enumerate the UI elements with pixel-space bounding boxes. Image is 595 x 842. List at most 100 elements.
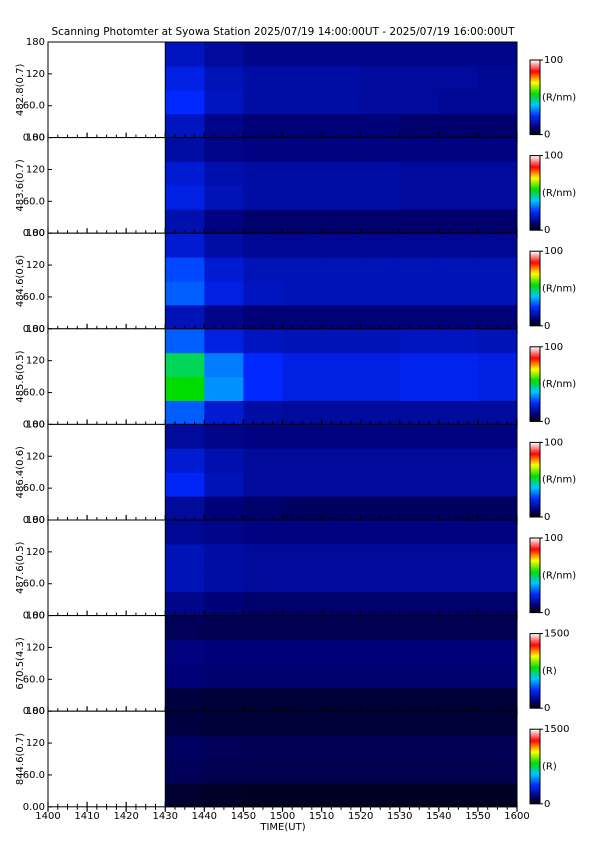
colorbar-segment bbox=[530, 495, 540, 498]
colorbar-segment bbox=[530, 79, 540, 82]
colorbar-tick-label: 0 bbox=[544, 799, 550, 810]
y-tick-label: 180 bbox=[26, 133, 45, 144]
heatmap-cell bbox=[204, 161, 244, 186]
heatmap-cell bbox=[360, 89, 401, 115]
colorbar-segment bbox=[530, 222, 540, 225]
heatmap-cell bbox=[282, 209, 323, 234]
y-tick-label: 60.0 bbox=[23, 770, 45, 781]
colorbar-segment bbox=[530, 62, 540, 65]
heatmap-cell bbox=[438, 89, 479, 115]
heatmap-cell bbox=[438, 591, 479, 617]
heatmap-cell bbox=[438, 185, 479, 210]
x-tick-label: 1430 bbox=[153, 811, 178, 822]
colorbar-segment bbox=[530, 474, 540, 477]
colorbar-segment bbox=[530, 446, 540, 448]
colorbar-segment bbox=[530, 110, 540, 113]
colorbar-segment bbox=[530, 376, 540, 379]
colorbar-segment bbox=[530, 684, 540, 687]
heatmap-cell bbox=[165, 472, 205, 497]
heatmap-cell bbox=[204, 663, 244, 688]
colorbar-segment bbox=[530, 659, 540, 662]
colorbar-segment bbox=[530, 92, 540, 94]
colorbar-segment bbox=[530, 155, 540, 158]
heatmap-cell bbox=[438, 233, 479, 258]
colorbar-segment bbox=[530, 350, 540, 353]
heatmap-cell bbox=[360, 639, 401, 664]
heatmap-cell bbox=[477, 615, 518, 640]
heatmap-cell bbox=[282, 687, 323, 712]
heatmap-cell bbox=[243, 89, 283, 115]
heatmap-cell bbox=[282, 42, 323, 67]
colorbar-segment bbox=[530, 546, 540, 549]
heatmap-cell bbox=[477, 759, 518, 784]
colorbar-segment bbox=[530, 507, 540, 509]
heatmap-cell bbox=[360, 113, 401, 139]
colorbar-segment bbox=[530, 66, 540, 68]
colorbar-segment bbox=[530, 654, 540, 657]
colorbar-segment bbox=[530, 359, 540, 361]
heatmap-cell bbox=[477, 209, 518, 234]
heatmap-cell bbox=[243, 687, 283, 712]
heatmap-cell bbox=[399, 424, 440, 449]
colorbar-segment bbox=[530, 354, 540, 356]
heatmap-cell bbox=[399, 65, 440, 91]
colorbar-segment bbox=[530, 253, 540, 256]
colorbar-segment bbox=[530, 123, 540, 125]
colorbar-segment bbox=[530, 210, 540, 212]
colorbar-segment bbox=[530, 351, 540, 354]
heatmap-cell bbox=[360, 42, 401, 67]
colorbar-segment bbox=[530, 539, 540, 541]
colorbar-tick-label: 100 bbox=[544, 342, 563, 353]
heatmap-cell bbox=[243, 448, 283, 473]
colorbar-tick-label: 0 bbox=[544, 608, 550, 619]
y-tick-label: 60.0 bbox=[23, 579, 45, 590]
heatmap-cell bbox=[321, 376, 362, 401]
colorbar-frame bbox=[529, 155, 541, 231]
colorbar-segment bbox=[530, 160, 540, 163]
heatmap-cell bbox=[399, 352, 440, 378]
colorbar-segment bbox=[530, 540, 540, 543]
colorbar-segment bbox=[530, 192, 540, 195]
colorbar-segment bbox=[530, 227, 540, 230]
colorbar-segment bbox=[530, 89, 540, 92]
heatmap-cell bbox=[321, 113, 362, 139]
colorbar-segment bbox=[530, 584, 540, 586]
heatmap-cell bbox=[477, 42, 518, 67]
heatmap-cell bbox=[360, 352, 401, 378]
colorbar-segment bbox=[530, 596, 540, 598]
colorbar-segment bbox=[530, 792, 540, 795]
heatmap-cell bbox=[165, 591, 205, 617]
heatmap-cell bbox=[243, 65, 283, 91]
colorbar-segment bbox=[530, 219, 540, 221]
colorbar-segment bbox=[530, 290, 540, 293]
colorbar-tick-label: 100 bbox=[544, 246, 563, 257]
heatmap-cell bbox=[204, 185, 244, 210]
heatmap-cell bbox=[360, 400, 401, 425]
colorbar-segment bbox=[530, 194, 540, 196]
colorbar-segment bbox=[530, 107, 540, 109]
colorbar-segment bbox=[530, 102, 540, 104]
colorbar-segment bbox=[530, 286, 540, 288]
colorbar-segment bbox=[530, 416, 540, 418]
heatmap-cell bbox=[204, 352, 244, 378]
colorbar-segment bbox=[530, 166, 540, 169]
colorbar-tick-label: 0 bbox=[544, 416, 550, 427]
colorbar-segment bbox=[530, 580, 540, 582]
heatmap-cell bbox=[204, 735, 244, 760]
heatmap-cell bbox=[399, 137, 440, 162]
colorbar-segment bbox=[530, 366, 540, 369]
heatmap-cell bbox=[165, 257, 205, 282]
colorbar-segment bbox=[530, 258, 540, 261]
colorbar-segment bbox=[530, 470, 540, 473]
heatmap-cell bbox=[321, 543, 362, 569]
colorbar-segment bbox=[530, 104, 540, 107]
y-tick-label: 180 bbox=[26, 611, 45, 622]
colorbar-segment bbox=[530, 701, 540, 704]
colorbar-segment bbox=[530, 705, 540, 708]
heatmap-cell bbox=[282, 424, 323, 449]
colorbar-segment bbox=[530, 606, 540, 608]
colorbar-segment bbox=[530, 122, 540, 124]
heatmap-cell bbox=[321, 448, 362, 473]
colorbar-segment bbox=[530, 672, 540, 674]
colorbar-segment bbox=[530, 492, 540, 494]
